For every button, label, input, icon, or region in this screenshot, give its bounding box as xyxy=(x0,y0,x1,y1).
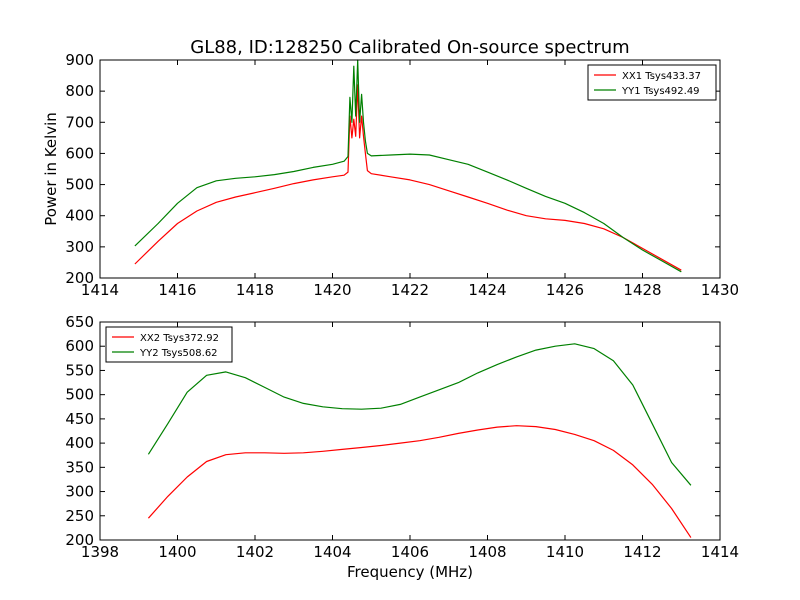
bottom-y-tick-label: 300 xyxy=(65,483,94,501)
bottom-y-tick-label: 400 xyxy=(65,434,94,452)
top-x-tick-label: 1418 xyxy=(236,281,274,299)
top-x-tick-label: 1428 xyxy=(623,281,661,299)
top-series-line-1 xyxy=(134,84,682,271)
top-y-tick-label: 900 xyxy=(65,51,94,69)
bottom-x-tick-label: 1402 xyxy=(236,543,274,561)
bottom-y-tick-label: 250 xyxy=(65,507,94,525)
top-x-tick-label: 1422 xyxy=(391,281,429,299)
top-legend-box xyxy=(587,64,717,101)
bottom-y-tick-label: 550 xyxy=(65,361,94,379)
top-series-line-2 xyxy=(134,59,682,273)
top-legend-label-1: XX1 Tsys433.37 xyxy=(622,71,701,82)
top-plot-area: 1414 1416 1418 1420 1422 1424 1426 1428 1430 200 3… xyxy=(65,51,739,299)
bottom-x-tick-label: 1400 xyxy=(158,543,196,561)
top-x-tick-label: 1430 xyxy=(701,281,739,299)
top-x-tick-label: 1424 xyxy=(468,281,506,299)
bottom-x-tick-label: 1406 xyxy=(391,543,429,561)
bottom-y-tick-label: 200 xyxy=(65,531,94,549)
bottom-legend-label-2: YY2 Tsys508.62 xyxy=(139,348,218,359)
bottom-y-tick-label: 450 xyxy=(65,410,94,428)
top-x-tick-label: 1416 xyxy=(158,281,196,299)
bottom-y-tick-label: 350 xyxy=(65,458,94,476)
x-axis-label: Frequency (MHz) xyxy=(347,563,473,581)
bottom-x-tick-label: 1404 xyxy=(313,543,351,561)
bottom-x-tick-label: 1412 xyxy=(623,543,661,561)
bottom-x-tick-label: 1398 xyxy=(81,543,119,561)
top-x-tick-label: 1420 xyxy=(313,281,351,299)
top-y-tick-label: 200 xyxy=(65,269,94,287)
top-y-tick-label: 700 xyxy=(65,113,94,131)
chart-title: GL88, ID:128250 Calibrated On-source spe… xyxy=(190,37,629,58)
top-y-tick-label: 800 xyxy=(65,82,94,100)
bottom-y-tick-label: 650 xyxy=(65,313,94,331)
top-x-tick-label: 1426 xyxy=(546,281,584,299)
bottom-plot-area: 1398 1400 1402 1404 1406 1408 1410 1412 1414 200 2… xyxy=(65,313,739,561)
top-x-tick-label: 1414 xyxy=(81,281,119,299)
bottom-legend-label-1: XX2 Tsys372.92 xyxy=(140,333,219,344)
bottom-series-line-2 xyxy=(147,343,692,486)
top-y-tick-label: 400 xyxy=(65,207,94,225)
bottom-y-tick-label: 500 xyxy=(65,386,94,404)
bottom-x-tick-label: 1408 xyxy=(468,543,506,561)
top-legend-label-2: YY1 Tsys492.49 xyxy=(621,86,700,97)
bottom-series-line-1 xyxy=(147,425,692,538)
top-y-tick-label: 300 xyxy=(65,238,94,256)
bottom-x-tick-label: 1414 xyxy=(701,543,739,561)
y-axis-label: Power in Kelvin xyxy=(42,112,60,226)
bottom-x-tick-label: 1410 xyxy=(546,543,584,561)
bottom-legend-box xyxy=(105,326,233,363)
top-y-tick-label: 500 xyxy=(65,176,94,194)
top-y-tick-label: 600 xyxy=(65,144,94,162)
bottom-y-tick-label: 600 xyxy=(65,337,94,355)
